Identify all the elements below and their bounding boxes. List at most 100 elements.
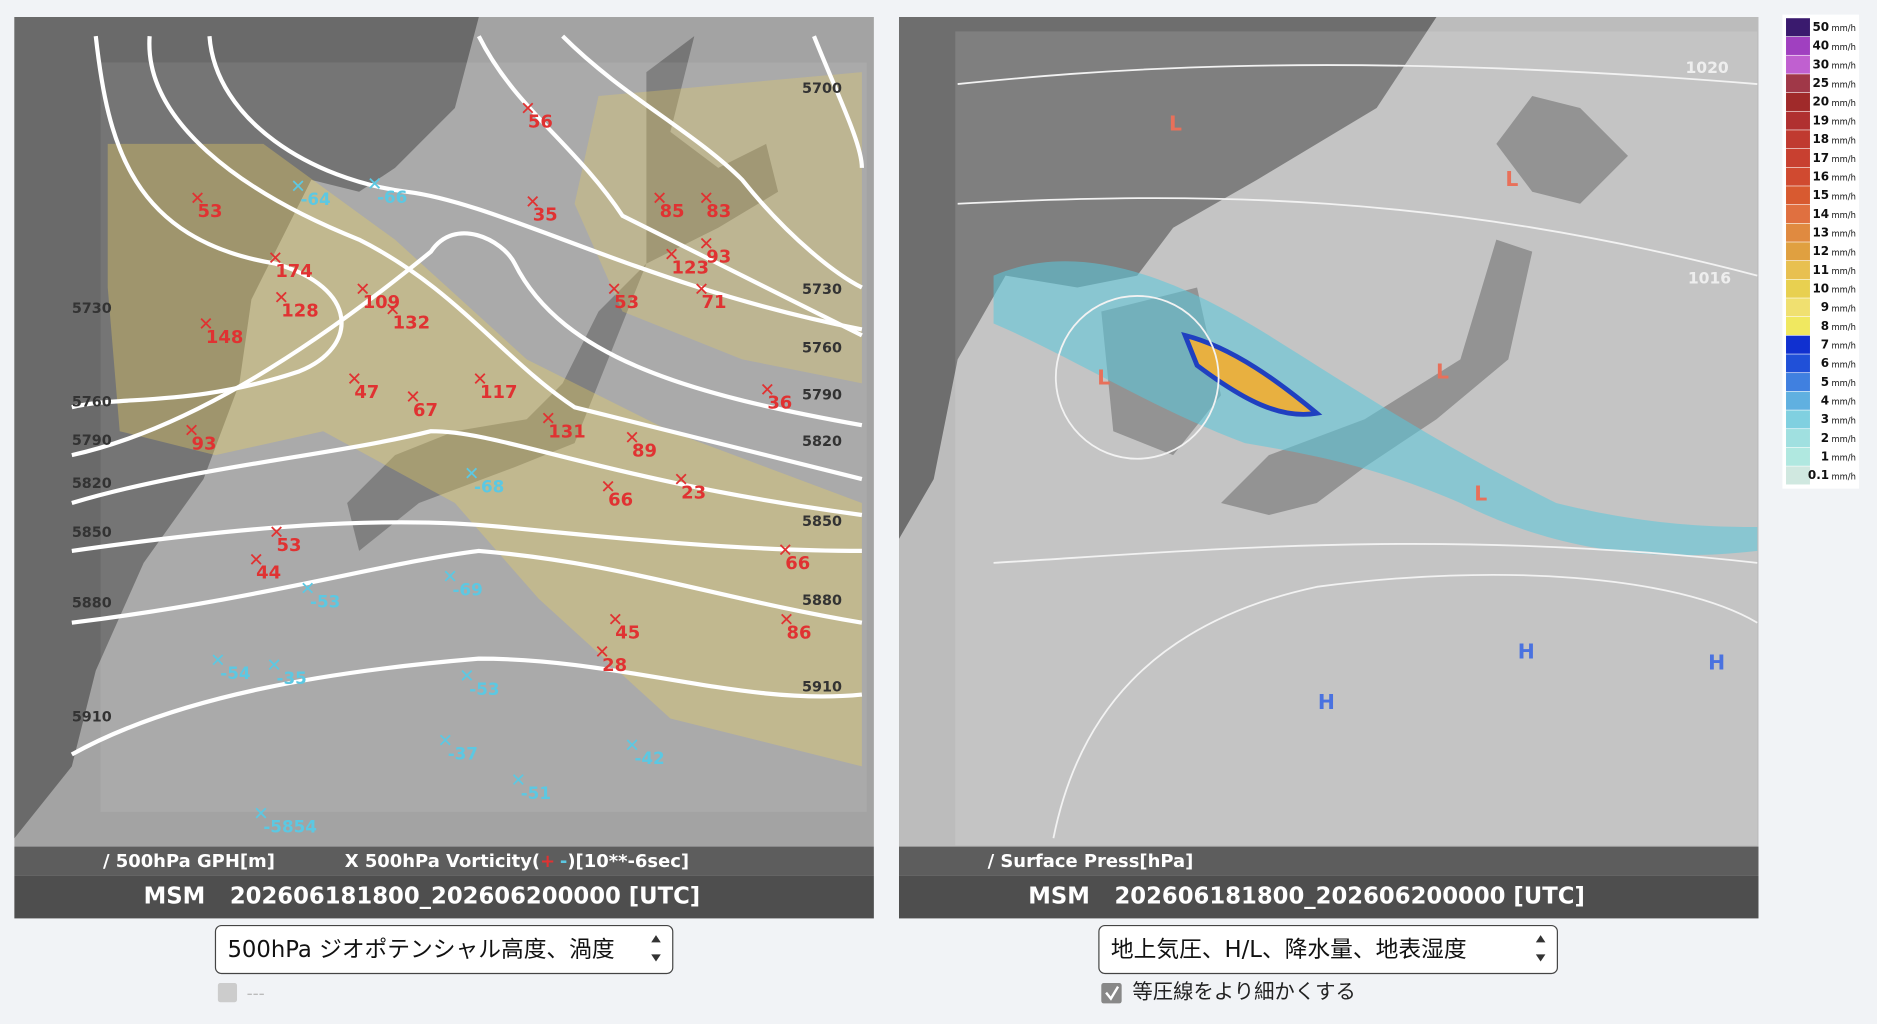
- x-mark: [250, 553, 262, 565]
- right-map: / Surface Press[hPa] MSM 202606181800_20…: [898, 17, 1759, 919]
- x-mark: [779, 544, 791, 556]
- vorticity-label: -68: [474, 476, 504, 496]
- vorticity-label: 174: [275, 261, 312, 282]
- x-mark: [369, 177, 381, 189]
- low-label: L: [1169, 112, 1182, 136]
- contour-label: 5850: [802, 514, 842, 530]
- legend-unit: mm/h: [1832, 266, 1856, 276]
- contour-label: 5820: [72, 476, 112, 492]
- low-label: L: [1436, 360, 1449, 384]
- legend-label: 17: [1812, 151, 1829, 165]
- checkbox-label: ---: [247, 983, 265, 1003]
- legend-label: 16: [1812, 169, 1829, 183]
- vorticity-label: 45: [615, 623, 640, 644]
- contour-label: 5910: [72, 709, 112, 725]
- legend-label: 3: [1821, 412, 1829, 426]
- vorticity-label: 89: [632, 441, 657, 462]
- x-mark: [348, 373, 360, 384]
- vorticity-label: 86: [786, 623, 811, 644]
- land: [347, 36, 779, 551]
- checkbox[interactable]: [1101, 983, 1122, 1004]
- vorticity-label: 28: [602, 655, 627, 676]
- vorticity-label: 117: [480, 382, 517, 403]
- contour-label: 5730: [802, 282, 842, 298]
- legend-label: 4: [1821, 394, 1829, 408]
- vorticity-label: -54: [220, 663, 250, 683]
- caption-minus: -: [560, 851, 567, 872]
- select[interactable]: [1098, 924, 1558, 975]
- x-mark: [461, 669, 473, 681]
- x-mark: [761, 383, 773, 395]
- x-mark: [357, 283, 369, 295]
- contour-label: 5850: [72, 525, 112, 541]
- checkmark: [1105, 986, 1120, 1001]
- vorticity-label: 35: [533, 205, 558, 226]
- select-arrows: [651, 935, 661, 962]
- select[interactable]: [214, 924, 674, 975]
- legend-swatch: [1786, 148, 1810, 168]
- legend-label: 25: [1812, 76, 1829, 90]
- vorticity-label: -5854: [263, 816, 317, 836]
- legend-label: 8: [1821, 319, 1829, 333]
- low-label: L: [1474, 482, 1487, 506]
- x-mark: [302, 582, 314, 594]
- legend-unit: mm/h: [1832, 98, 1856, 108]
- legend-label: 19: [1812, 113, 1829, 127]
- vorticity-label: -37: [448, 743, 478, 763]
- legend-unit: mm/h: [1832, 471, 1856, 481]
- legend-label: 7: [1821, 338, 1829, 352]
- isobar-label: 1020: [1685, 59, 1728, 77]
- isobar-label: 1016: [1688, 270, 1731, 288]
- legend-unit: mm/h: [1832, 173, 1856, 183]
- legend-swatch: [1786, 279, 1810, 298]
- vorticity-label: -42: [634, 748, 664, 768]
- precipitation-core: [1181, 331, 1323, 417]
- legend-label: 5: [1821, 375, 1829, 389]
- legend-unit: mm/h: [1832, 453, 1856, 463]
- legend-swatch: [1786, 242, 1810, 261]
- legend-swatch: [1786, 92, 1810, 111]
- vorticity-label: 23: [681, 482, 706, 503]
- x-mark: [271, 526, 282, 538]
- legend-swatch: [1786, 447, 1810, 466]
- model: MSM: [144, 883, 206, 909]
- contour-label: 5880: [72, 596, 112, 612]
- high-label: H: [1518, 640, 1535, 664]
- legend-label: 40: [1812, 39, 1829, 53]
- legend-unit: mm/h: [1832, 341, 1856, 351]
- vorticity-label: 132: [393, 312, 430, 333]
- timestamp: 202606181800_202606200000 [UTC]: [1114, 883, 1584, 909]
- isobars: [957, 64, 1758, 839]
- legend-unit: mm/h: [1832, 229, 1856, 239]
- x-mark: [666, 248, 677, 260]
- x-mark: [268, 659, 280, 671]
- legend-unit: mm/h: [1832, 23, 1856, 33]
- contour-label: 5910: [802, 679, 842, 695]
- x-mark: [212, 654, 224, 666]
- legend-label: 10: [1812, 281, 1829, 295]
- contour-label: 5700: [802, 81, 842, 97]
- vorticity-label: 67: [413, 400, 438, 421]
- x-mark: [696, 283, 707, 295]
- legend-swatch: [1786, 130, 1810, 149]
- legend-unit: mm/h: [1832, 378, 1856, 388]
- x-mark: [444, 570, 456, 582]
- vorticity-label: -53: [310, 591, 340, 611]
- contour-label: 5790: [802, 387, 842, 403]
- legend-label: 0.1: [1808, 468, 1829, 482]
- vorticity-label: 93: [192, 433, 217, 454]
- select-value: 地上気圧、H/L、降水量、地表湿度: [1111, 937, 1467, 963]
- low-label: L: [1097, 366, 1110, 390]
- checkbox[interactable]: [217, 983, 238, 1003]
- x-mark: [527, 195, 539, 207]
- x-mark: [675, 473, 687, 485]
- legend-unit: mm/h: [1832, 210, 1856, 220]
- vorticity-label: 131: [548, 421, 585, 442]
- legend-unit: mm/h: [1832, 434, 1856, 444]
- vorticity-label: 66: [785, 553, 810, 574]
- x-mark: [626, 431, 638, 443]
- legend-swatch: [1786, 55, 1810, 74]
- x-mark: [700, 237, 712, 249]
- left-controls: 500hPa ジオポテンシャル高度、渦度 ---: [214, 924, 674, 1003]
